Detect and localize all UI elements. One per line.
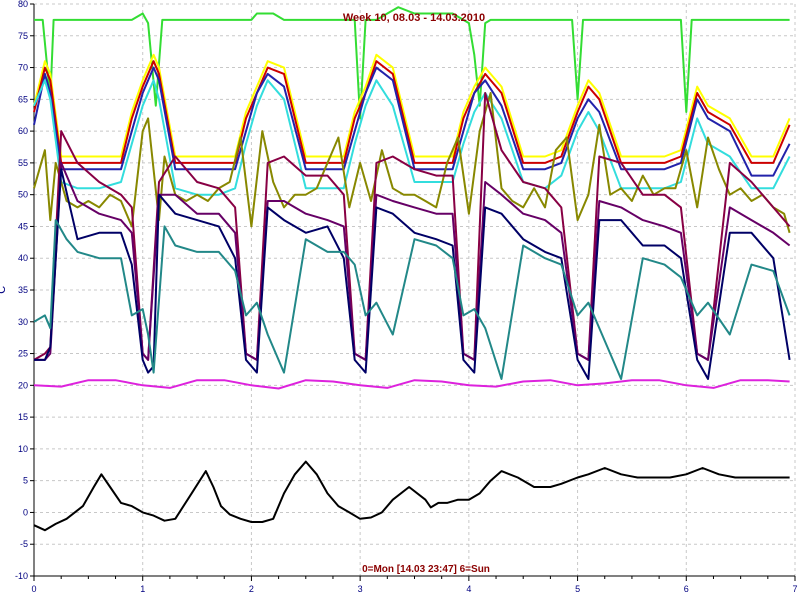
x-tick-label: 4 [466,584,471,594]
y-tick-label: 15 [18,412,28,422]
y-tick-label: -5 [20,539,28,549]
series-line-4 [33,79,791,196]
y-tick-label: 65 [18,94,28,104]
y-tick-label: -10 [15,571,28,581]
x-tick-label: 7 [792,584,797,594]
axes [30,3,796,581]
y-tick-label: 75 [18,31,28,41]
y-tick-label: 50 [18,190,28,200]
x-tick-label: 6 [684,584,689,594]
series-line-10 [33,379,790,390]
y-tick-label: 80 [18,0,28,9]
series-line-9 [33,219,791,380]
series-line-0 [34,6,790,120]
y-tick-label: 60 [18,126,28,136]
series-line-3 [33,66,791,177]
series-line-2 [33,60,791,164]
series-line-5 [33,92,791,234]
y-tick-label: 10 [18,444,28,454]
y-tick-label: 40 [18,253,28,263]
y-tick-label: 30 [18,317,28,327]
y-tick-label: 35 [18,285,28,295]
series-line-8 [34,168,791,380]
x-tick-label: 3 [358,584,363,594]
y-tick-label: 5 [23,476,28,486]
chart-title: Week 10, 08.03 - 14.03.2010 [343,12,485,24]
y-tick-label: 20 [18,380,28,390]
y-tick-label: 45 [18,221,28,231]
x-tick-label: 1 [140,584,145,594]
x-axis-caption: 0=Mon [14.03 23:47] 6=Sun [362,564,490,575]
y-tick-label: 25 [18,349,28,359]
y-axis-label: °C [0,286,8,298]
x-tick-label: 0 [31,584,36,594]
y-tick-label: 70 [18,63,28,73]
series-layer [33,6,791,532]
series-line-11 [33,460,790,532]
x-tick-label: 5 [575,584,580,594]
series-line-1 [33,53,791,158]
x-tick-label: 2 [249,584,254,594]
y-tick-label: 0 [23,507,28,517]
y-tick-label: 55 [18,158,28,168]
